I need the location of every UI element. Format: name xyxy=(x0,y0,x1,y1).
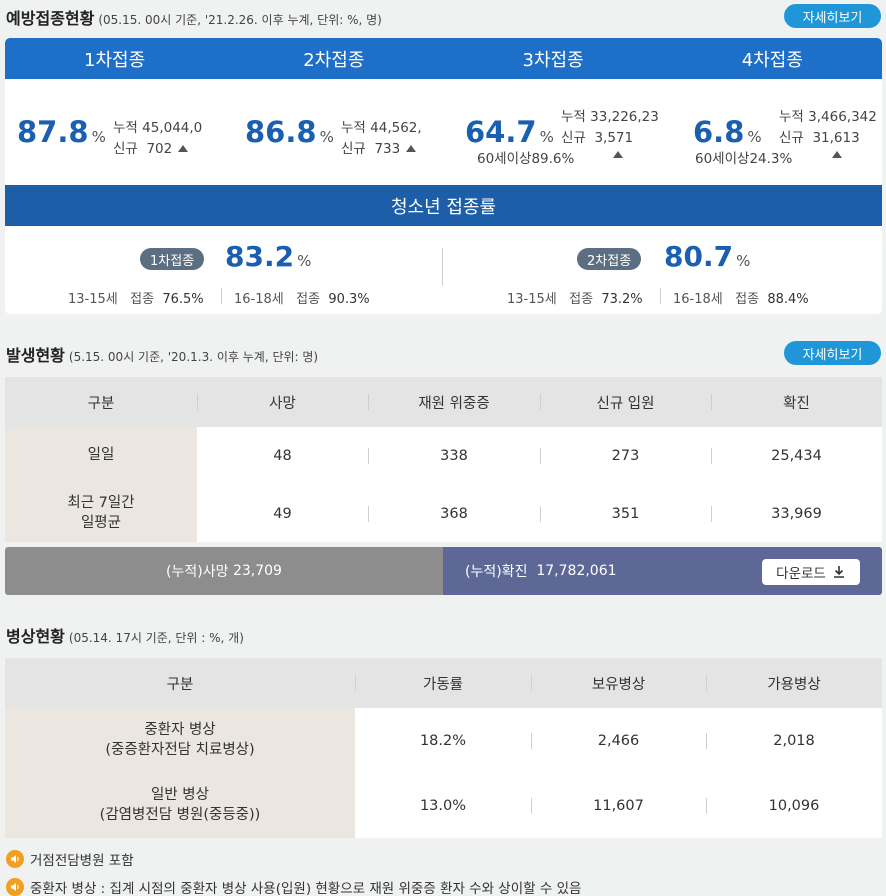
youth-dose-2-13-15: 13-15세 접종 73.2% xyxy=(507,292,643,307)
dose-tabs: 1차접종 2차접종 3차접종 4차접종 xyxy=(5,38,882,79)
dose-1-new: 신규 702 xyxy=(113,137,189,157)
outbreak-header: 발생현황 (5.15. 00시 기준, '20.1.3. 이후 누계, 단위: … xyxy=(6,342,318,366)
note-item: 중환자 병상 : 집계 시점의 중환자 병상 사용(입원) 현황으로 재원 위중… xyxy=(6,877,581,896)
dose-1-rate: 87.8% xyxy=(17,115,106,149)
beds-header: 병상현황 (05.14. 17시 기준, 단위 : %, 개) xyxy=(6,623,244,647)
tab-dose-1[interactable]: 1차접종 xyxy=(84,49,146,71)
divider xyxy=(442,248,443,286)
table-row: 최근 7일간 일평균 49 368 351 33,969 xyxy=(5,485,882,542)
col-header: 구분 xyxy=(87,395,115,412)
vaccination-card: 1차접종 2차접종 3차접종 4차접종 87.8% 누적 45,044,0 신규… xyxy=(5,38,882,314)
dose-4-new: 신규 31,613 xyxy=(779,130,860,146)
cell: 2,018 xyxy=(706,733,882,749)
dose-4-rate: 6.8% xyxy=(693,115,762,149)
col-header: 확진 xyxy=(711,392,882,413)
dose-4-age60: 60세이상24.3% xyxy=(695,151,793,167)
youth-dose-1-16-18: 16-18세 접종 90.3% xyxy=(234,292,370,307)
youth-stats-row: 1차접종 83.2% 13-15세 접종 76.5% 16-18세 접종 90.… xyxy=(5,226,882,314)
col-header: 사망 xyxy=(197,392,368,413)
vaccination-header: 예방접종현황 (05.15. 00시 기준, '21.2.26. 이후 누계, … xyxy=(6,5,382,29)
cell: 49 xyxy=(273,505,292,522)
youth-title: 청소년 접종률 xyxy=(5,185,882,226)
youth-dose-2-rate: 80.7% xyxy=(664,240,751,273)
youth-dose-1-pill: 1차접종 xyxy=(140,248,205,270)
cell: 10,096 xyxy=(706,798,882,814)
table-header: 구분 사망 재원 위중증 신규 입원 확진 xyxy=(5,377,882,427)
divider xyxy=(221,288,222,304)
cell: 11,607 xyxy=(531,798,706,814)
table-row: 일반 병상 (감염병전담 병원(중등중)) 13.0% 11,607 10,09… xyxy=(5,773,882,838)
youth-dose-2-pill: 2차접종 xyxy=(577,248,642,270)
vaccination-subtitle: (05.15. 00시 기준, '21.2.26. 이후 누계, 단위: %, … xyxy=(98,13,382,27)
up-arrow-icon xyxy=(832,151,842,158)
up-arrow-icon xyxy=(406,145,417,152)
col-header: 신규 입원 xyxy=(540,392,711,413)
dose-4-cumulative: 누적 3,466,342 xyxy=(779,109,877,125)
cell: 338 xyxy=(368,448,540,464)
tab-dose-4[interactable]: 4차접종 xyxy=(741,49,803,71)
beds-table: 구분 가동률 보유병상 가용병상 중환자 병상 (중증환자전담 치료병상) 18… xyxy=(5,658,882,838)
dose-2-rate: 86.8% xyxy=(245,115,334,149)
speaker-icon xyxy=(6,878,24,896)
outbreak-subtitle: (5.15. 00시 기준, '20.1.3. 이후 누계, 단위: 명) xyxy=(68,350,319,364)
divider xyxy=(660,288,661,304)
dose-2-cumulative: 누적 44,562, xyxy=(341,120,422,136)
cell: 351 xyxy=(540,506,711,522)
tab-dose-2[interactable]: 2차접종 xyxy=(303,49,365,71)
vaccination-title: 예방접종현황 xyxy=(6,9,95,28)
table-row: 중환자 병상 (중증환자전담 치료병상) 18.2% 2,466 2,018 xyxy=(5,708,882,773)
youth-dose-1-rate: 83.2% xyxy=(225,240,312,273)
vaccination-more-button[interactable]: 자세히보기 xyxy=(784,4,881,28)
row-label: 최근 7일간 일평균 xyxy=(5,485,197,542)
speaker-icon xyxy=(6,850,24,868)
dose-3-rate: 64.7% xyxy=(465,115,554,149)
download-icon xyxy=(833,566,844,578)
cumulative-confirmed: (누적)확진 17,782,061 다운로드 xyxy=(443,547,882,595)
beds-title: 병상현황 xyxy=(6,627,65,646)
cell: 2,466 xyxy=(531,733,706,749)
note-item: 거점전담병원 포함 xyxy=(6,849,134,869)
up-arrow-icon xyxy=(613,151,623,158)
cumulative-totals-bar: (누적)사망 23,709 (누적)확진 17,782,061 다운로드 xyxy=(5,547,882,595)
col-header: 재원 위중증 xyxy=(368,392,540,413)
cell: 368 xyxy=(368,506,540,522)
cell: 13.0% xyxy=(419,797,467,814)
cell: 48 xyxy=(273,448,292,464)
col-header: 보유병상 xyxy=(531,673,706,694)
outbreak-more-button[interactable]: 자세히보기 xyxy=(784,341,881,365)
youth-dose-2-16-18: 16-18세 접종 88.4% xyxy=(673,292,809,307)
row-label: 일일 xyxy=(5,427,197,485)
up-arrow-icon xyxy=(178,145,189,152)
cell: 25,434 xyxy=(711,448,882,464)
outbreak-table: 구분 사망 재원 위중증 신규 입원 확진 일일 48 338 273 25,4… xyxy=(5,377,882,542)
youth-dose-1-13-15: 13-15세 접종 76.5% xyxy=(68,292,204,307)
outbreak-title: 발생현황 xyxy=(6,346,65,365)
row-label: 중환자 병상 (중증환자전담 치료병상) xyxy=(5,708,355,773)
row-label: 일반 병상 (감염병전담 병원(중등중)) xyxy=(5,773,355,838)
dose-stats-row: 87.8% 누적 45,044,0 신규 702 86.8% 누적 44,562… xyxy=(5,79,882,185)
dose-2-new: 신규 733 xyxy=(341,137,417,157)
cell: 33,969 xyxy=(711,506,882,522)
beds-subtitle: (05.14. 17시 기준, 단위 : %, 개) xyxy=(68,631,244,645)
download-button[interactable]: 다운로드 xyxy=(762,559,860,585)
cell: 273 xyxy=(540,448,711,464)
cumulative-deaths: (누적)사망 23,709 xyxy=(5,547,443,595)
dose-1-cumulative: 누적 45,044,0 xyxy=(113,120,203,136)
tab-dose-3[interactable]: 3차접종 xyxy=(522,49,584,71)
col-header: 가동률 xyxy=(355,673,531,694)
table-header: 구분 가동률 보유병상 가용병상 xyxy=(5,658,882,708)
dose-3-new: 신규 3,571 xyxy=(561,130,634,146)
table-row: 일일 48 338 273 25,434 xyxy=(5,427,882,485)
dose-3-age60: 60세이상89.6% xyxy=(477,151,575,167)
col-header: 가용병상 xyxy=(706,673,882,694)
col-header: 구분 xyxy=(166,676,194,693)
dose-3-cumulative: 누적 33,226,23 xyxy=(561,109,659,125)
cell: 18.2% xyxy=(419,732,467,749)
